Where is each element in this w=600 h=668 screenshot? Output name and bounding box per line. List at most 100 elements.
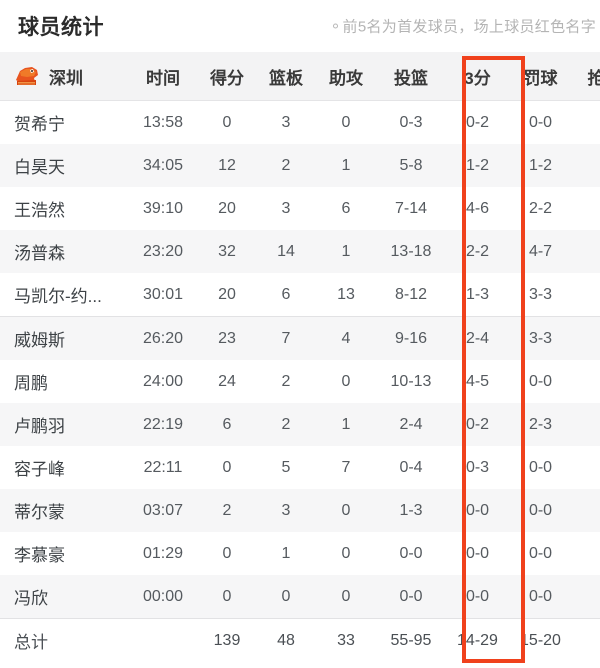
player-threepoint: 2-4 (446, 316, 509, 360)
player-steals (572, 273, 600, 317)
player-name: 马凯尔-约... (0, 273, 128, 317)
table-row[interactable]: 周鹏 24:00 24 2 0 10-13 4-5 0-0 (0, 360, 600, 403)
player-name: 白昊天 (0, 144, 128, 187)
table-row[interactable]: 白昊天 34:05 12 2 1 5-8 1-2 1-2 (0, 144, 600, 187)
player-points: 24 (198, 360, 256, 403)
player-freethrow: 0-0 (509, 575, 572, 619)
player-points: 0 (198, 100, 256, 144)
player-freethrow: 0-0 (509, 489, 572, 532)
table-row[interactable]: 卢鹏羽 22:19 6 2 1 2-4 0-2 2-3 (0, 403, 600, 446)
player-assists: 7 (316, 446, 376, 489)
player-rebounds: 3 (256, 100, 316, 144)
player-threepoint: 4-6 (446, 187, 509, 230)
player-freethrow: 1-2 (509, 144, 572, 187)
player-minutes: 22:19 (128, 403, 198, 446)
player-points: 6 (198, 403, 256, 446)
player-threepoint: 0-0 (446, 532, 509, 575)
player-fieldgoals: 9-16 (376, 316, 446, 360)
player-freethrow: 2-3 (509, 403, 572, 446)
player-points: 20 (198, 187, 256, 230)
player-steals (572, 403, 600, 446)
player-rebounds: 2 (256, 360, 316, 403)
player-fieldgoals: 10-13 (376, 360, 446, 403)
player-minutes: 00:00 (128, 575, 198, 619)
player-rebounds: 2 (256, 144, 316, 187)
player-name: 汤普森 (0, 230, 128, 273)
table-row[interactable]: 蒂尔蒙 03:07 2 3 0 1-3 0-0 0-0 (0, 489, 600, 532)
player-rebounds: 7 (256, 316, 316, 360)
total-minutes (128, 618, 198, 662)
table-total-row: 总计 139 48 33 55-95 14-29 15-20 (0, 618, 600, 662)
column-header-freethrow[interactable]: 罚球 (509, 52, 572, 101)
player-steals (572, 316, 600, 360)
column-header-points[interactable]: 得分 (198, 52, 256, 101)
header-note: 前5名为首发球员，场上球员红色名字 (332, 16, 596, 37)
column-header-fieldgoals[interactable]: 投篮 (376, 52, 446, 101)
player-steals (572, 532, 600, 575)
player-steals (572, 144, 600, 187)
player-minutes: 23:20 (128, 230, 198, 273)
table-row[interactable]: 王浩然 39:10 20 3 6 7-14 4-6 2-2 (0, 187, 600, 230)
player-steals (572, 489, 600, 532)
column-header-rebounds[interactable]: 篮板 (256, 52, 316, 101)
player-name: 李慕豪 (0, 532, 128, 575)
player-assists: 1 (316, 403, 376, 446)
player-points: 20 (198, 273, 256, 317)
player-assists: 0 (316, 532, 376, 575)
player-fieldgoals: 1-3 (376, 489, 446, 532)
player-name: 蒂尔蒙 (0, 489, 128, 532)
table-row[interactable]: 贺希宁 13:58 0 3 0 0-3 0-2 0-0 (0, 100, 600, 144)
player-minutes: 39:10 (128, 187, 198, 230)
player-rebounds: 1 (256, 532, 316, 575)
player-fieldgoals: 0-0 (376, 575, 446, 619)
player-rebounds: 2 (256, 403, 316, 446)
player-minutes: 03:07 (128, 489, 198, 532)
player-steals (572, 187, 600, 230)
player-minutes: 24:00 (128, 360, 198, 403)
player-fieldgoals: 0-4 (376, 446, 446, 489)
table-row[interactable]: 马凯尔-约... 30:01 20 6 13 8-12 1-3 3-3 (0, 273, 600, 317)
table-row[interactable]: 李慕豪 01:29 0 1 0 0-0 0-0 0-0 (0, 532, 600, 575)
player-name: 冯欣 (0, 575, 128, 619)
player-freethrow: 4-7 (509, 230, 572, 273)
player-assists: 0 (316, 360, 376, 403)
player-freethrow: 2-2 (509, 187, 572, 230)
player-points: 12 (198, 144, 256, 187)
table-row[interactable]: 容子峰 22:11 0 5 7 0-4 0-3 0-0 (0, 446, 600, 489)
player-stats-table: 深圳 时间 得分 篮板 助攻 投篮 3分 罚球 抢 贺希宁 13:58 0 3 0 0-3… (0, 52, 600, 662)
player-steals (572, 575, 600, 619)
player-fieldgoals: 8-12 (376, 273, 446, 317)
column-header-time[interactable]: 时间 (128, 52, 198, 101)
player-fieldgoals: 5-8 (376, 144, 446, 187)
small-circle-icon (332, 23, 338, 29)
player-minutes: 01:29 (128, 532, 198, 575)
column-header-team[interactable]: 深圳 (0, 52, 128, 101)
table-row[interactable]: 威姆斯 26:20 23 7 4 9-16 2-4 3-3 (0, 316, 600, 360)
column-header-threepoint[interactable]: 3分 (446, 52, 509, 101)
player-minutes: 13:58 (128, 100, 198, 144)
player-minutes: 26:20 (128, 316, 198, 360)
table-row[interactable]: 汤普森 23:20 32 14 1 13-18 2-2 4-7 (0, 230, 600, 273)
player-minutes: 22:11 (128, 446, 198, 489)
player-points: 0 (198, 446, 256, 489)
player-threepoint: 4-5 (446, 360, 509, 403)
player-threepoint: 1-3 (446, 273, 509, 317)
table-header-row: 深圳 时间 得分 篮板 助攻 投篮 3分 罚球 抢 (0, 52, 600, 101)
page-header: 球员统计 前5名为首发球员，场上球员红色名字 (0, 0, 600, 52)
player-freethrow: 0-0 (509, 100, 572, 144)
player-freethrow: 3-3 (509, 316, 572, 360)
column-header-steals[interactable]: 抢 (572, 52, 600, 101)
player-name: 贺希宁 (0, 100, 128, 144)
player-threepoint: 0-0 (446, 575, 509, 619)
table-body: 贺希宁 13:58 0 3 0 0-3 0-2 0-0 白昊天 34:05 12 2 1 5-8 1-2 1-… (0, 100, 600, 662)
player-points: 32 (198, 230, 256, 273)
total-threepoint: 14-29 (446, 618, 509, 662)
player-assists: 13 (316, 273, 376, 317)
player-rebounds: 5 (256, 446, 316, 489)
player-steals (572, 446, 600, 489)
table-row[interactable]: 冯欣 00:00 0 0 0 0-0 0-0 0-0 (0, 575, 600, 619)
player-rebounds: 3 (256, 187, 316, 230)
player-assists: 0 (316, 489, 376, 532)
player-rebounds: 3 (256, 489, 316, 532)
column-header-assists[interactable]: 助攻 (316, 52, 376, 101)
